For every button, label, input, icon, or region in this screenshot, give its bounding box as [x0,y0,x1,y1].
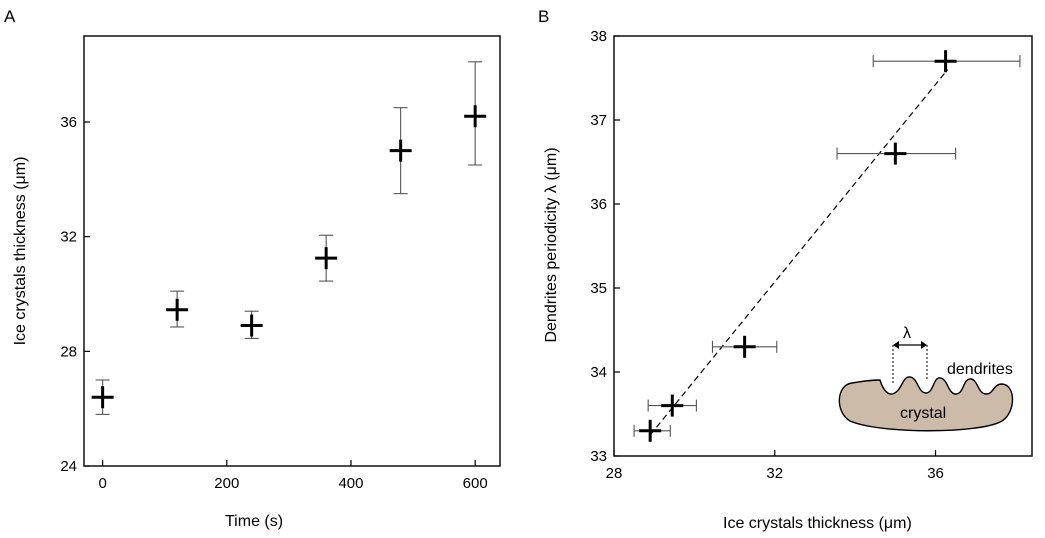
panel-a-data-point [464,105,487,128]
panel-b-x-axis-label: Ice crystals thickness (μm) [723,515,912,532]
panel-a-x-tick-label: 400 [338,475,363,492]
panel-b-x-tick-label: 28 [606,465,623,482]
panel-b-frame [613,35,1033,457]
panel-a-label: A [4,7,16,26]
panel-a-data-point [91,386,114,409]
panel-b-data-point [639,419,662,442]
lambda-arrowhead-right [921,341,927,349]
panel-a-y-tick-label: 32 [60,229,77,246]
panel-b-y-tick-label: 38 [590,28,607,45]
panel-a-x-axis-label: Time (s) [225,513,283,530]
panel-a-x-tick-label: 600 [463,475,488,492]
panel-a-data-point [240,314,263,337]
panel-b-data-point [934,50,957,73]
panel-a-y-tick-label: 28 [60,343,77,360]
lambda-arrowhead-left [893,341,899,349]
crystal-shape [838,376,1014,432]
panel-b-x-tick-label: 32 [766,465,783,482]
panel-b-y-tick-label: 35 [590,280,607,297]
panel-b-y-tick-label: 37 [590,112,607,129]
dendrites-label: dendrites [947,361,1013,378]
panel-b-label: B [538,7,549,26]
panel-b-y-tick-label: 36 [590,196,607,213]
panel-a-data-point [166,298,189,321]
dendrite-schematic: λ dendrites crystal [838,325,1014,432]
panel-b-data-point [733,335,756,358]
panel-a-data-point [389,139,412,162]
panel-b-y-tick-label: 34 [590,364,607,381]
lambda-label: λ [903,325,911,342]
panel-b-y-axis-label: Dendrites periodicity λ (μm) [543,147,560,342]
panel-a-y-axis-label: Ice crystals thickness (μm) [12,157,29,346]
panel-a-y-tick-label: 24 [60,458,77,475]
panel-a-frame [83,35,501,467]
panel-b-data-point [884,142,907,165]
panel-b-plot: 28 32 36 33 34 35 36 37 38 [590,28,1021,482]
panel-b-data-point [661,394,684,417]
panel-b-x-tick-label: 36 [927,465,944,482]
panel-a-data-point [315,247,338,270]
panel-a-plot: 0 200 400 600 24 28 32 36 [60,61,488,492]
panel-a-y-tick-label: 36 [60,114,77,131]
panel-a-x-tick-label: 200 [214,475,239,492]
panel-a-x-tick-label: 0 [98,475,106,492]
crystal-label: crystal [900,405,946,422]
panel-b-y-tick-label: 33 [590,448,607,465]
panel-b-fit-line [649,69,949,436]
